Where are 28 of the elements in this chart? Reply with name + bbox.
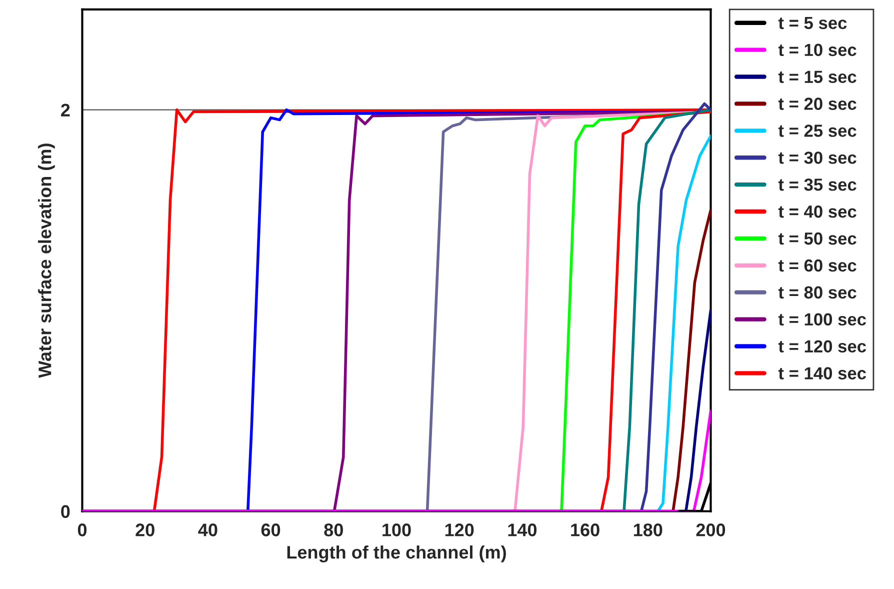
- legend-label: t = 120 sec: [778, 340, 866, 352]
- legend-label: t = 35 sec: [778, 178, 856, 191]
- y-tick-label: 2: [61, 104, 70, 116]
- x-tick-label: 120: [445, 524, 474, 536]
- legend-label: t = 25 sec: [778, 124, 856, 137]
- legend-label: t = 50 sec: [778, 232, 856, 245]
- x-tick-label: 80: [324, 524, 343, 536]
- legend-label: t = 5 sec: [778, 17, 847, 30]
- legend-label: t = 40 sec: [778, 205, 856, 218]
- legend-label: t = 100 sec: [778, 313, 866, 326]
- legend-label: t = 10 sec: [778, 44, 856, 56]
- x-tick-label: 0: [78, 524, 87, 536]
- x-tick-label: 20: [136, 524, 154, 536]
- x-tick-label: 200: [696, 524, 726, 536]
- legend-label: t = 140 sec: [778, 367, 866, 380]
- x-tick-label: 180: [634, 524, 662, 536]
- legend-label: t = 15 sec: [778, 70, 856, 84]
- x-tick-label: 160: [571, 524, 600, 536]
- legend-label: t = 60 sec: [778, 259, 856, 272]
- x-tick-label: 60: [261, 524, 280, 536]
- y-axis-title: Water surface elevation (m): [38, 144, 55, 378]
- legend-label: t = 30 sec: [778, 152, 856, 164]
- x-tick-label: 140: [508, 524, 537, 536]
- legend-label: t = 20 sec: [778, 98, 856, 110]
- x-tick-label: 100: [382, 524, 411, 536]
- legend-label: t = 80 sec: [778, 286, 856, 299]
- x-tick-label: 40: [198, 524, 218, 536]
- x-axis-title: Length of the channel (m): [287, 545, 506, 562]
